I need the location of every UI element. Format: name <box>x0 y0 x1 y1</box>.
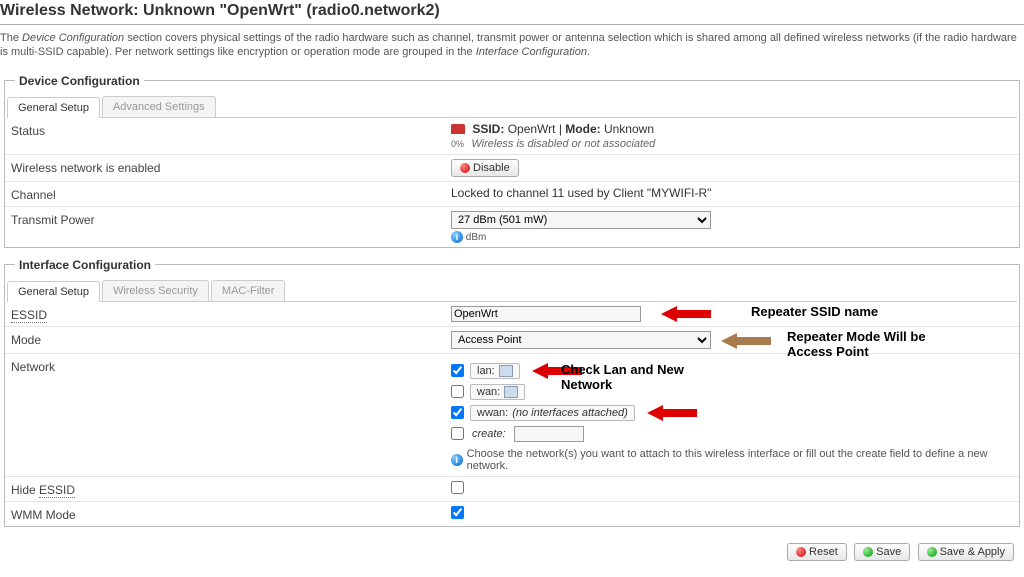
net-box-lan: lan: <box>470 363 520 379</box>
label-txpower: Transmit Power <box>11 211 451 227</box>
save-button[interactable]: Save <box>854 543 910 561</box>
disable-label: Disable <box>473 162 510 174</box>
label-hide-essid: Hide ESSID <box>11 481 451 497</box>
status-sub-line: 0% Wireless is disabled or not associate… <box>451 136 1013 150</box>
row-essid: ESSID Repeater SSID name <box>5 302 1019 327</box>
checkbox-lan[interactable] <box>451 364 464 377</box>
ssid-value: OpenWrt <box>508 122 556 136</box>
intro-em1: Device Configuration <box>22 32 124 44</box>
hide-label-pre: Hide <box>11 483 39 497</box>
wan-iface-icon <box>504 386 518 398</box>
label-mode: Mode <box>11 331 451 347</box>
save-label: Save <box>876 546 901 558</box>
checkbox-wan[interactable] <box>451 385 464 398</box>
hide-essid-text: ESSID <box>39 483 75 498</box>
row-hide-essid: Hide ESSID <box>5 477 1019 502</box>
channel-value: Locked to channel 11 used by Client "MYW… <box>451 186 1013 200</box>
label-channel: Channel <box>11 186 451 202</box>
arrow-mode <box>721 331 775 351</box>
ssid-label: SSID: <box>472 122 504 136</box>
disable-icon <box>460 163 470 173</box>
reset-icon <box>796 547 806 557</box>
iface-tabs: General Setup Wireless Security MAC-Filt… <box>7 280 1017 302</box>
essid-input[interactable] <box>451 306 641 322</box>
label-enabled: Wireless network is enabled <box>11 159 451 175</box>
intro-text: The Device Configuration section covers … <box>0 29 1024 68</box>
tab-iface-general[interactable]: General Setup <box>7 281 100 302</box>
row-channel: Channel Locked to channel 11 used by Cli… <box>5 182 1019 207</box>
net-wan-name: wan: <box>477 386 500 398</box>
essid-label-text: ESSID <box>11 308 47 323</box>
row-enabled: Wireless network is enabled Disable <box>5 155 1019 182</box>
mode-label: Mode: <box>565 122 600 136</box>
tab-wireless-security[interactable]: Wireless Security <box>102 280 209 301</box>
reset-label: Reset <box>809 546 838 558</box>
device-configuration-fieldset: Device Configuration General Setup Advan… <box>4 74 1020 248</box>
checkbox-create[interactable] <box>451 427 464 440</box>
net-create-name: create: <box>472 428 506 440</box>
checkbox-wmm[interactable] <box>451 506 464 519</box>
net-wwan-note: (no interfaces attached) <box>512 407 628 419</box>
net-item-create: create: <box>451 426 1013 442</box>
iface-legend: Interface Configuration <box>15 258 155 272</box>
net-lan-name: lan: <box>477 365 495 377</box>
txpower-hint: i dBm <box>451 231 1013 243</box>
device-legend: Device Configuration <box>15 74 144 88</box>
txpower-select[interactable]: 27 dBm (501 mW) <box>451 211 711 229</box>
status-percent: 0% <box>451 139 464 149</box>
label-essid: ESSID <box>11 306 451 322</box>
row-txpower: Transmit Power 27 dBm (501 mW) i dBm <box>5 207 1019 247</box>
net-item-lan: lan: <box>451 361 1013 381</box>
checkbox-wwan[interactable] <box>451 406 464 419</box>
label-status: Status <box>11 122 451 138</box>
page-title: Wireless Network: Unknown "OpenWrt" (rad… <box>0 0 1024 25</box>
arrow-essid <box>661 304 715 324</box>
checkbox-hide-essid[interactable] <box>451 481 464 494</box>
info-icon: i <box>451 454 463 466</box>
net-wwan-name: wwan: <box>477 407 508 419</box>
tab-advanced-settings[interactable]: Advanced Settings <box>102 96 216 117</box>
txpower-hint-text: dBm <box>466 232 487 243</box>
mode-value: Unknown <box>604 122 654 136</box>
network-hint: i Choose the network(s) you want to atta… <box>451 448 1013 472</box>
lan-iface-icon <box>499 365 513 377</box>
info-icon: i <box>451 231 463 243</box>
net-box-wan: wan: <box>470 384 525 400</box>
net-create-label: create: <box>470 428 508 440</box>
device-tabs: General Setup Advanced Settings <box>7 96 1017 118</box>
interface-configuration-fieldset: Interface Configuration General Setup Wi… <box>4 258 1020 527</box>
arrow-lan <box>532 361 586 381</box>
apply-icon <box>927 547 937 557</box>
create-network-input[interactable] <box>514 426 584 442</box>
intro-pre: The <box>0 32 22 44</box>
status-sub: Wireless is disabled or not associated <box>471 138 655 150</box>
net-box-wwan: wwan: (no interfaces attached) <box>470 405 635 421</box>
arrow-wwan <box>647 403 701 423</box>
tab-general-setup[interactable]: General Setup <box>7 97 100 118</box>
row-status: Status SSID: OpenWrt | Mode: Unknown 0% … <box>5 118 1019 155</box>
save-icon <box>863 547 873 557</box>
net-item-wwan: wwan: (no interfaces attached) <box>451 403 1013 423</box>
annotation-ssid: Repeater SSID name <box>751 304 878 320</box>
row-wmm: WMM Mode <box>5 502 1019 526</box>
wifi-signal-icon <box>451 124 465 134</box>
intro-post: . <box>587 46 590 58</box>
disable-button[interactable]: Disable <box>451 159 519 177</box>
apply-label: Save & Apply <box>940 546 1005 558</box>
tab-mac-filter[interactable]: MAC-Filter <box>211 280 286 301</box>
label-network: Network <box>11 358 451 374</box>
mode-select[interactable]: Access Point <box>451 331 711 349</box>
reset-button[interactable]: Reset <box>787 543 847 561</box>
row-network: Network lan: Check Lan and New Network w… <box>5 354 1019 477</box>
row-mode: Mode Access Point Repeater Mode Will be … <box>5 327 1019 354</box>
save-apply-button[interactable]: Save & Apply <box>918 543 1014 561</box>
footer-buttons: Reset Save Save & Apply <box>0 537 1024 567</box>
net-item-wan: wan: <box>451 384 1013 400</box>
intro-em2: Interface Configuration <box>476 46 587 58</box>
label-wmm: WMM Mode <box>11 506 451 522</box>
status-line1: SSID: OpenWrt | Mode: Unknown <box>451 122 1013 136</box>
network-hint-text: Choose the network(s) you want to attach… <box>467 448 1013 472</box>
